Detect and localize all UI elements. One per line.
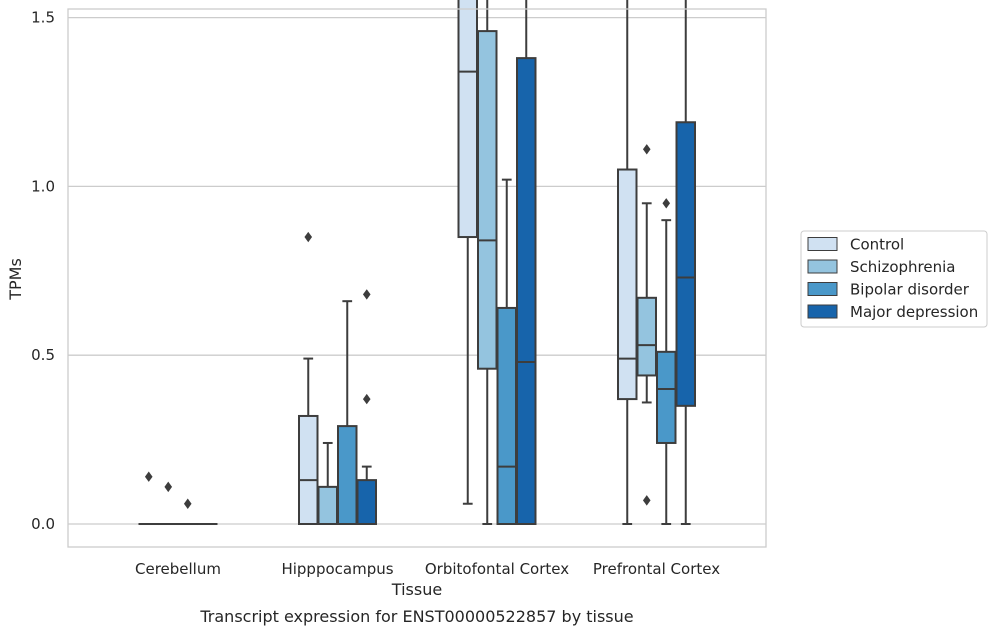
- legend-swatch: [807, 304, 838, 319]
- y-tick-label: 1.0: [31, 177, 55, 195]
- legend: Control Schizophrenia Bipolar disorder Majo…: [800, 230, 988, 328]
- outlier-point: [662, 198, 671, 209]
- box-iqr: [496, 306, 517, 525]
- plot-frame: [67, 8, 767, 548]
- outlier-point: [304, 231, 313, 243]
- box-iqr: [617, 168, 638, 401]
- box-major-depression: [516, 0, 537, 525]
- box-schizophrenia: [158, 481, 179, 526]
- box-iqr: [356, 479, 377, 525]
- box-control: [617, 0, 638, 525]
- legend-label: Schizophrenia: [850, 258, 955, 276]
- chart-caption: Transcript expression for ENST0000052285…: [199, 607, 633, 626]
- box-major-depression: [675, 0, 696, 525]
- gridlines: [68, 16, 766, 525]
- box-iqr: [675, 121, 696, 407]
- outlier-point: [642, 495, 651, 506]
- box-control: [457, 0, 478, 505]
- legend-frame: [800, 230, 988, 328]
- y-tick-label: 0.5: [31, 346, 55, 364]
- y-tick-label: 1.5: [31, 9, 55, 27]
- box-bipolar-disorder: [496, 178, 517, 525]
- x-tick-label: Prefrontal Cortex: [593, 560, 720, 578]
- box-schizophrenia: [636, 144, 657, 506]
- y-tick-label: 0.0: [31, 515, 55, 533]
- box-bipolar-disorder: [177, 498, 198, 526]
- outlier-point: [642, 144, 651, 155]
- outlier-point: [144, 471, 153, 482]
- box-iqr: [317, 485, 338, 526]
- x-axis-ticks: Cerebellum Hipppocampus Orbitofontal Corte…: [135, 560, 720, 578]
- box-iqr: [337, 425, 358, 526]
- box-control: [298, 231, 319, 525]
- box-bipolar-disorder: [337, 300, 358, 526]
- y-axis-label: TPMs: [6, 258, 25, 301]
- outlier-point: [362, 289, 371, 300]
- box-iqr: [298, 414, 319, 525]
- y-axis-ticks: 0.00.51.01.52.02.53.0: [31, 9, 55, 533]
- box-iqr: [636, 296, 657, 377]
- legend-label: Major depression: [850, 303, 978, 321]
- legend-swatch: [807, 259, 838, 274]
- box-iqr: [516, 57, 537, 525]
- outlier-point: [183, 498, 192, 509]
- legend-swatch: [807, 282, 838, 296]
- box-plot-series: [138, 0, 696, 526]
- box-iqr: [656, 350, 677, 444]
- legend-swatch: [807, 237, 838, 251]
- box-iqr: [477, 30, 498, 370]
- box-control: [138, 471, 159, 526]
- legend-label: Bipolar disorder: [850, 281, 970, 299]
- outlier-point: [362, 393, 371, 405]
- x-tick-label: Hipppocampus: [281, 560, 393, 578]
- box-bipolar-disorder: [656, 198, 677, 525]
- box-schizophrenia: [317, 441, 338, 526]
- outlier-point: [164, 481, 173, 493]
- legend-label: Control: [850, 236, 904, 254]
- box-major-depression: [356, 289, 377, 525]
- x-tick-label: Orbitofontal Cortex: [425, 560, 569, 578]
- box-schizophrenia: [477, 0, 498, 525]
- x-tick-label: Cerebellum: [135, 560, 221, 578]
- x-axis-label: Tissue: [391, 580, 442, 599]
- box-iqr: [457, 0, 478, 239]
